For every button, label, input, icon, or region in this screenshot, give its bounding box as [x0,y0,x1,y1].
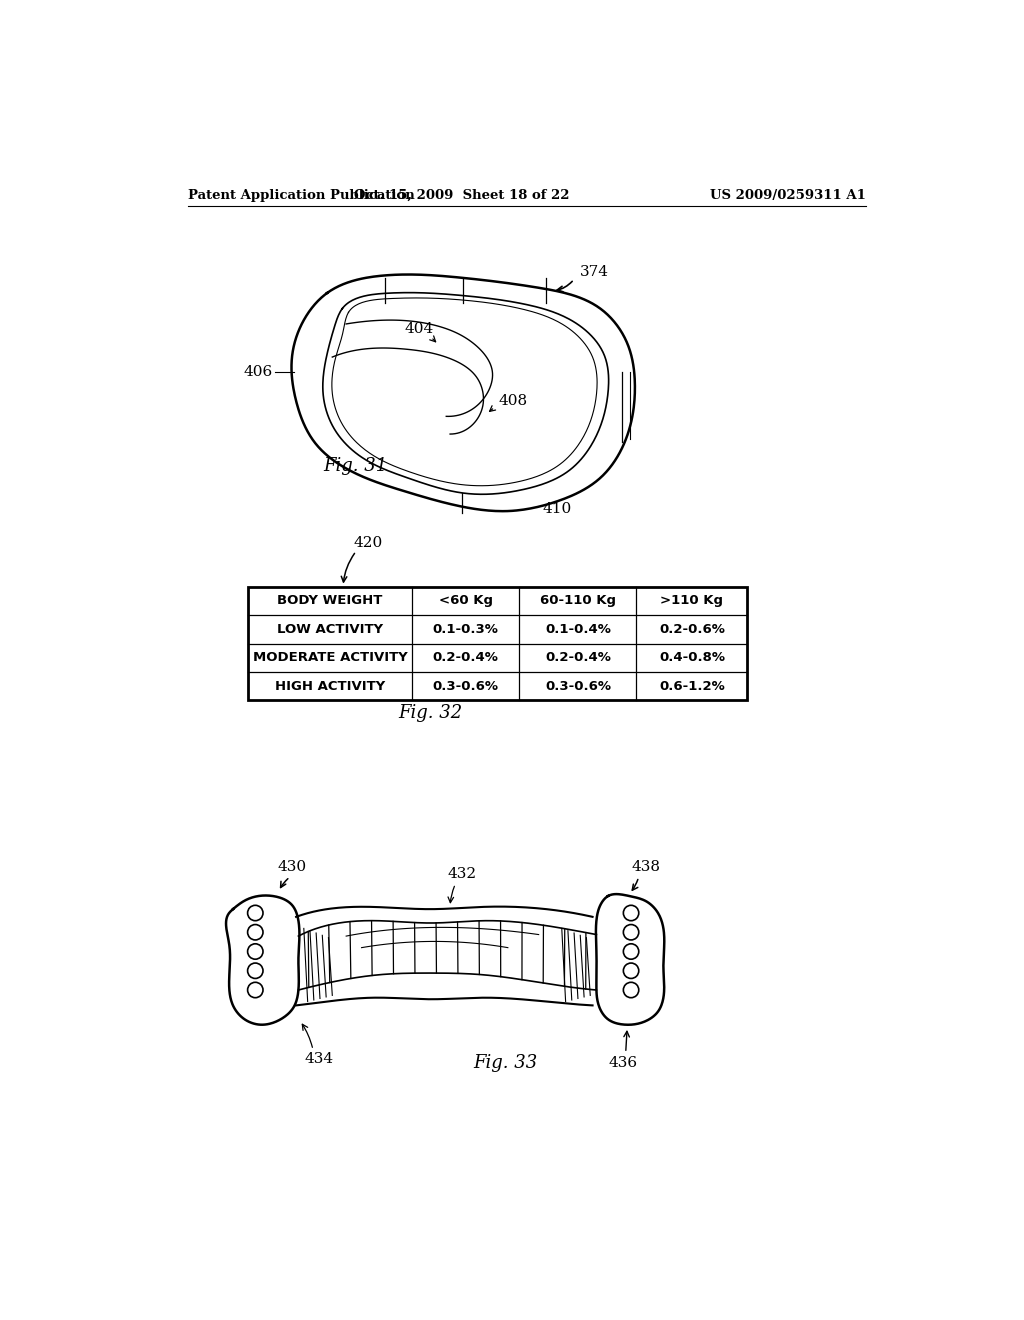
Text: 0.1-0.3%: 0.1-0.3% [432,623,499,636]
Text: 0.1-0.4%: 0.1-0.4% [545,623,611,636]
Text: MODERATE ACTIVITY: MODERATE ACTIVITY [253,651,408,664]
Text: Fig. 31: Fig. 31 [323,458,387,475]
Text: 438: 438 [632,859,660,874]
Text: 60-110 Kg: 60-110 Kg [540,594,615,607]
Text: Oct. 15, 2009  Sheet 18 of 22: Oct. 15, 2009 Sheet 18 of 22 [354,189,569,202]
Text: 404: 404 [404,322,434,337]
Text: 0.4-0.8%: 0.4-0.8% [658,651,725,664]
Text: <60 Kg: <60 Kg [438,594,493,607]
Text: BODY WEIGHT: BODY WEIGHT [278,594,383,607]
Text: 0.6-1.2%: 0.6-1.2% [659,680,725,693]
Text: 434: 434 [305,1052,334,1067]
Text: 406: 406 [244,366,273,379]
Text: 0.3-0.6%: 0.3-0.6% [545,680,611,693]
Text: 374: 374 [580,265,608,280]
Text: >110 Kg: >110 Kg [660,594,723,607]
Text: Fig. 33: Fig. 33 [473,1055,538,1072]
Text: LOW ACTIVITY: LOW ACTIVITY [276,623,383,636]
Text: 410: 410 [543,502,571,516]
Text: 408: 408 [499,393,527,408]
Text: 0.2-0.4%: 0.2-0.4% [432,651,499,664]
Text: US 2009/0259311 A1: US 2009/0259311 A1 [710,189,866,202]
Text: 0.2-0.6%: 0.2-0.6% [659,623,725,636]
Bar [249,586,748,701]
Text: 0.3-0.6%: 0.3-0.6% [432,680,499,693]
Text: 430: 430 [278,859,307,874]
Text: Patent Application Publication: Patent Application Publication [188,189,415,202]
Text: 436: 436 [609,1056,638,1071]
Text: Fig. 32: Fig. 32 [398,704,463,722]
Text: 432: 432 [447,867,476,882]
Text: HIGH ACTIVITY: HIGH ACTIVITY [274,680,385,693]
Text: 0.2-0.4%: 0.2-0.4% [545,651,611,664]
Text: 420: 420 [353,536,382,550]
